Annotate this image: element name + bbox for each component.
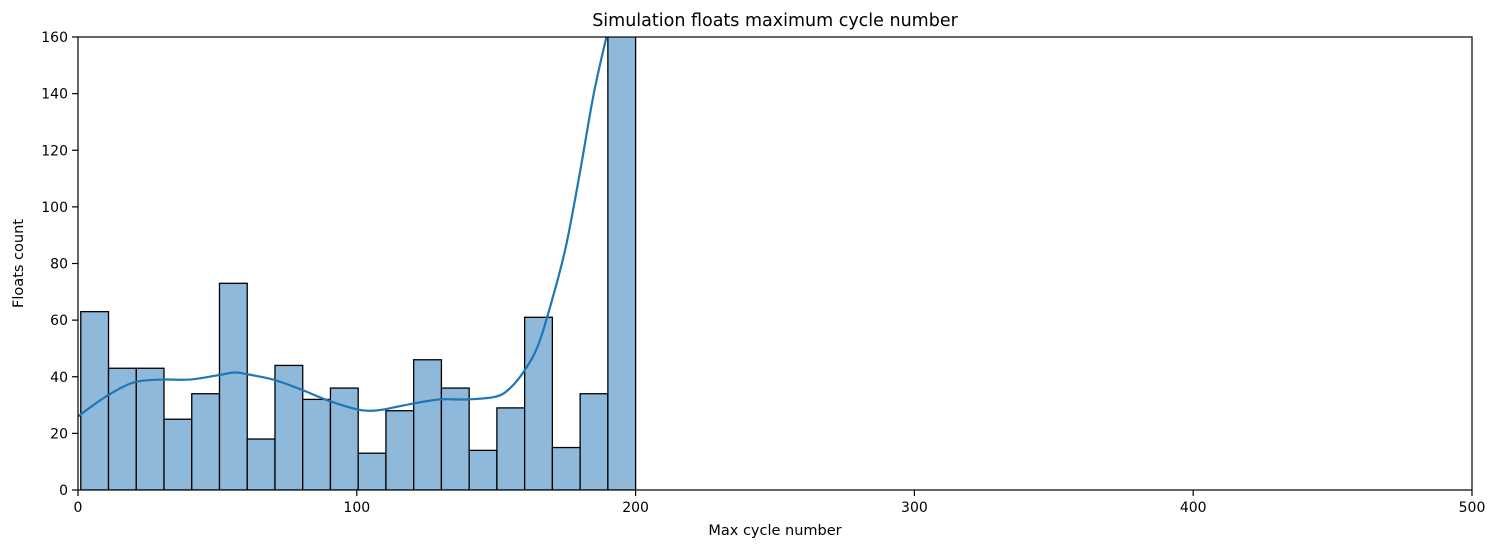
histogram-bar: [468, 449, 498, 490]
x-tick-label: 0: [74, 500, 83, 516]
x-axis: 0 100 200 300 400 500: [74, 490, 1486, 516]
kde-line: [78, 37, 608, 418]
x-tick-label: 100: [343, 500, 370, 516]
histogram-bar: [274, 364, 304, 490]
histogram-bar: [496, 407, 526, 490]
histogram-bar: [440, 387, 470, 490]
y-tick-label: 20: [50, 426, 68, 442]
histogram-bar: [551, 446, 581, 490]
x-tick-label: 300: [901, 500, 928, 516]
y-tick-label: 0: [59, 483, 68, 499]
histogram-bar: [246, 438, 276, 490]
histogram-bar: [413, 359, 443, 490]
y-tick-label: 100: [41, 200, 68, 216]
histogram-bar: [191, 393, 221, 490]
y-tick-label: 160: [41, 30, 68, 46]
bars-group: [80, 37, 637, 490]
y-axis-label: Floats count: [11, 219, 27, 308]
histogram-bar: [80, 310, 110, 490]
histogram-bar: [302, 398, 332, 490]
histogram-bar: [107, 367, 137, 490]
y-tick-label: 40: [50, 370, 68, 386]
x-tick-label: 500: [1459, 500, 1486, 516]
histogram-bar: [163, 418, 193, 490]
x-axis-label: Max cycle number: [708, 523, 841, 539]
y-tick-label: 120: [41, 143, 68, 159]
x-tick-label: 400: [1180, 500, 1207, 516]
histogram-bar: [385, 410, 415, 490]
y-axis: 0 20 40 60 80 100 120 140 160: [41, 30, 78, 499]
y-tick-label: 60: [50, 313, 68, 329]
chart-title: Simulation floats maximum cycle number: [592, 11, 958, 31]
histogram-bar: [135, 367, 165, 490]
histogram-bar: [357, 452, 387, 490]
histogram-bar: [579, 393, 609, 490]
y-tick-label: 140: [41, 87, 68, 103]
x-tick-label: 200: [622, 500, 649, 516]
y-tick-label: 80: [50, 257, 68, 273]
histogram-bar: [218, 282, 248, 490]
histogram-bar: [607, 37, 637, 490]
